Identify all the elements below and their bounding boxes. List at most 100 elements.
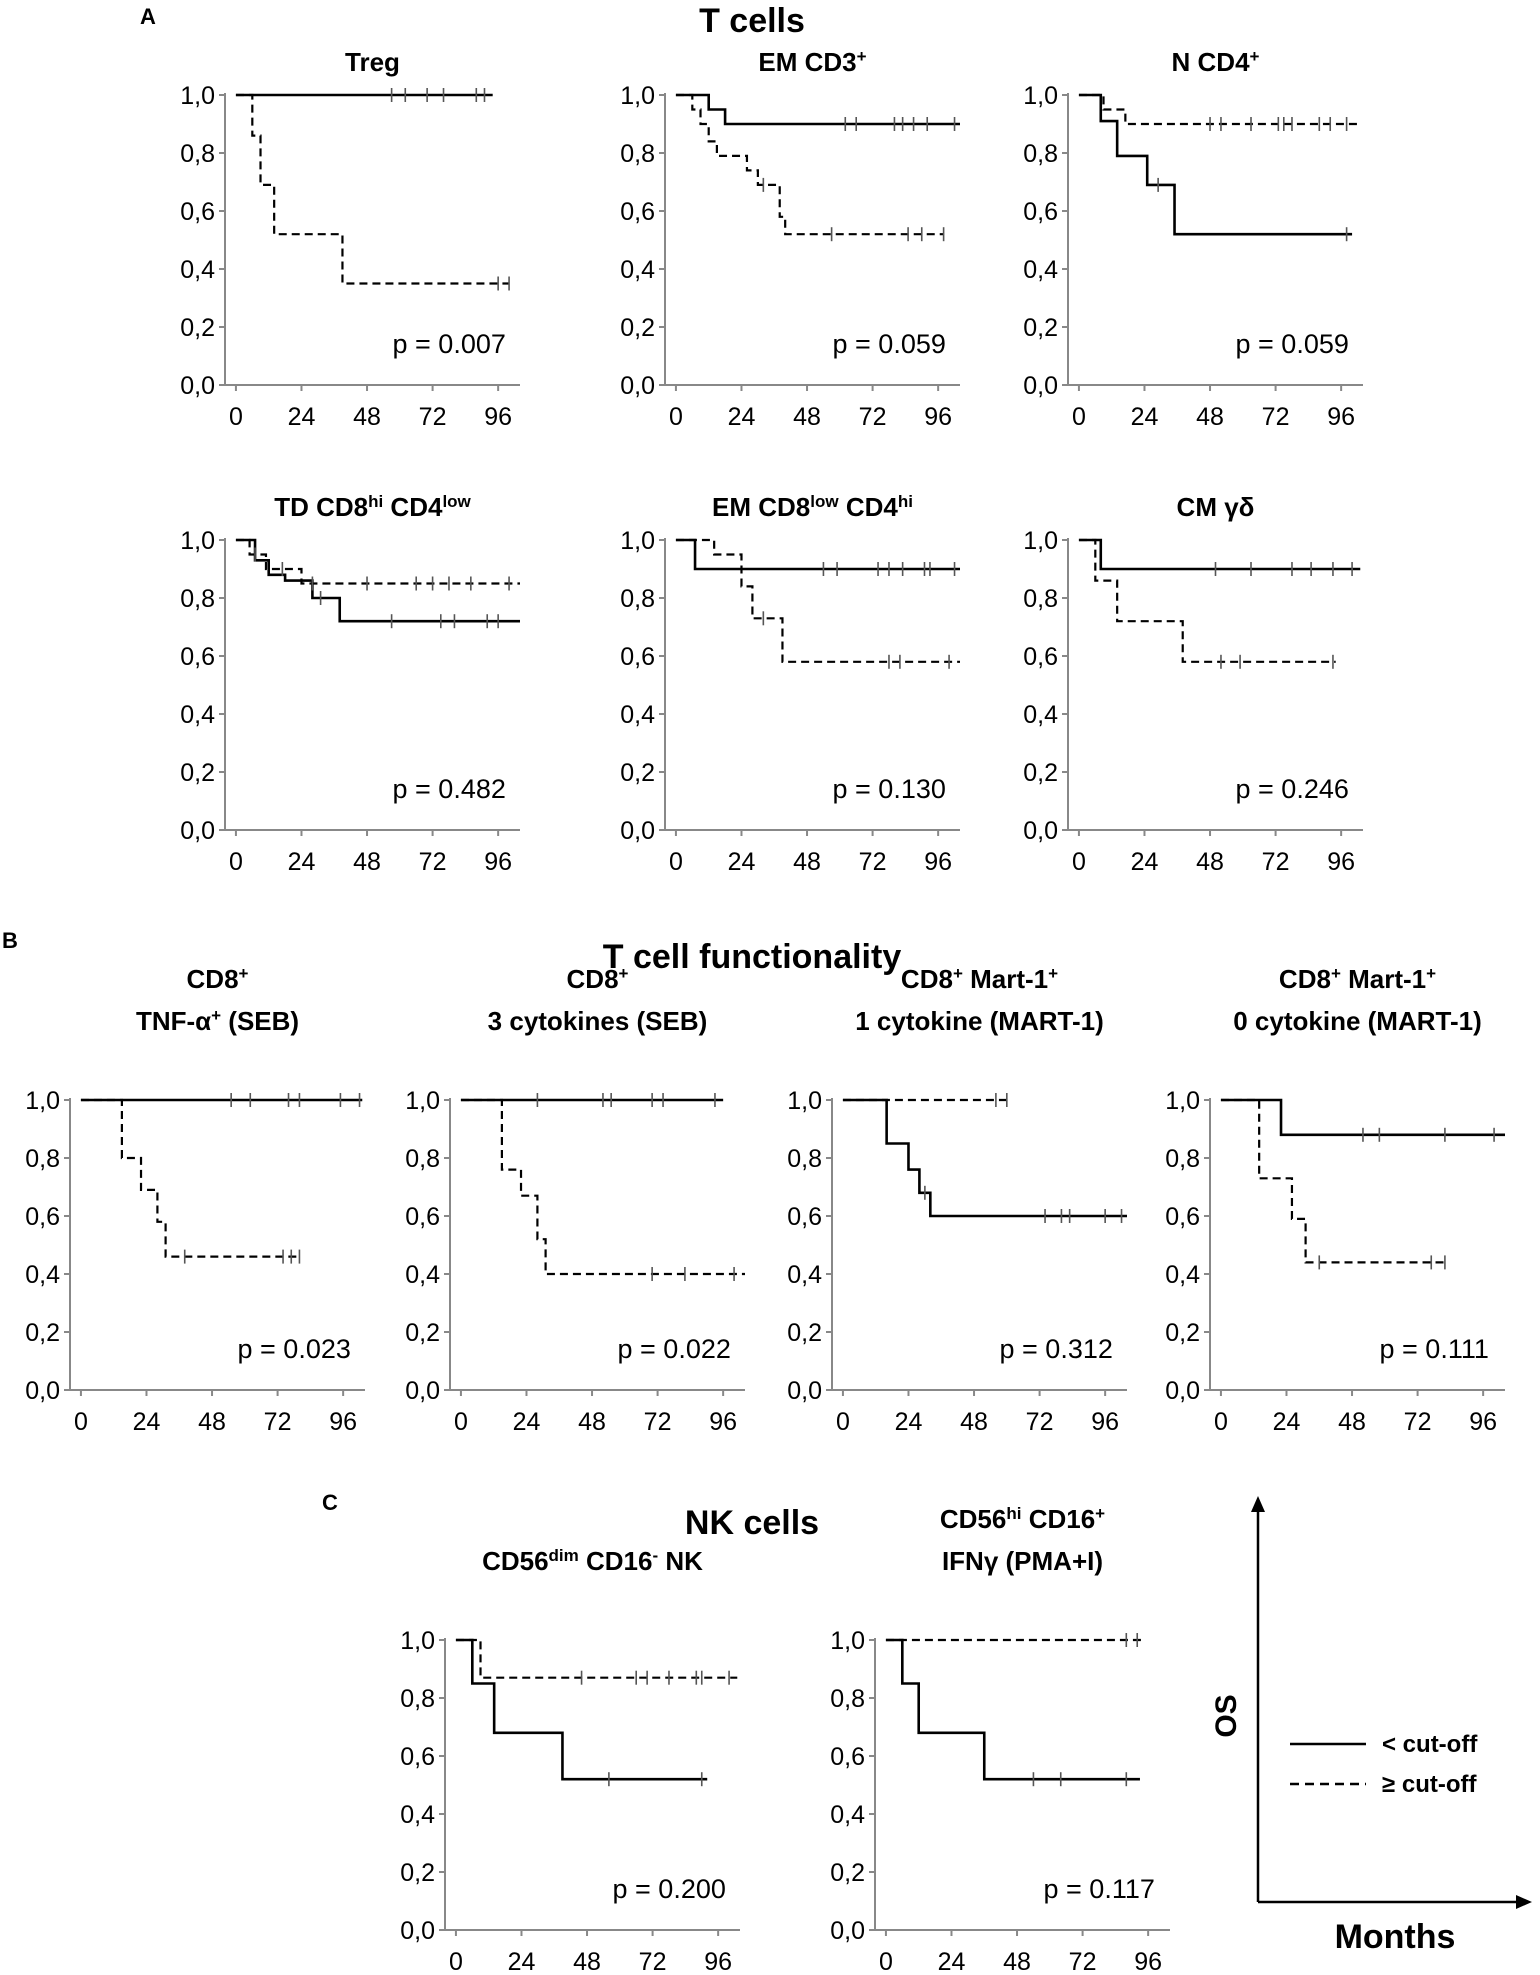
km-curve-above-cutoff: [1078, 538, 1336, 663]
x-tick-label: 0: [669, 403, 683, 431]
section-c-title: NK cells: [685, 1504, 819, 1542]
km-curve-above-cutoff: [235, 93, 510, 285]
km-panel: 0,0 0,2 0,4 0,6 0,8 1,0 0 24 48 72 96 CD8+ Mart-1+ 1…: [787, 964, 1127, 1436]
x-tick-label: 24: [1273, 1408, 1301, 1436]
y-tick-label: 0,4: [180, 701, 215, 729]
y-tick-label: 0,8: [405, 1145, 440, 1173]
x-tick-label: 48: [573, 1948, 601, 1975]
x-tick-label: 0: [879, 1948, 893, 1975]
p-value-label: p = 0.111: [1380, 1334, 1489, 1364]
y-tick-label: 0,2: [405, 1319, 440, 1347]
y-tick-label: 0,4: [1023, 256, 1058, 284]
y-tick-label: 0,4: [180, 256, 215, 284]
x-tick-label: 96: [924, 848, 952, 876]
x-tick-label: 96: [484, 403, 512, 431]
y-tick-label: 0,4: [620, 701, 655, 729]
x-tick-label: 0: [836, 1408, 850, 1436]
y-tick-label: 0,4: [1165, 1261, 1200, 1289]
legend-solid-label: < cut-off: [1382, 1731, 1478, 1758]
panel-title: CM γδ: [1177, 492, 1255, 522]
y-tick-label: 0,0: [25, 1377, 60, 1405]
p-value-label: p = 0.130: [833, 774, 946, 804]
p-value-label: p = 0.023: [238, 1334, 351, 1364]
y-tick-label: 0,4: [830, 1801, 865, 1829]
y-tick-label: 0,6: [620, 643, 655, 671]
section-b-title: T cell functionality: [603, 938, 902, 976]
x-tick-label: 48: [353, 848, 381, 876]
y-tick-label: 0,0: [1023, 817, 1058, 845]
y-tick-label: 0,8: [1023, 140, 1058, 168]
x-tick-label: 48: [198, 1408, 226, 1436]
x-tick-label: 24: [1131, 848, 1159, 876]
y-tick-label: 1,0: [180, 82, 215, 110]
x-tick-label: 0: [74, 1408, 88, 1436]
x-tick-label: 96: [484, 848, 512, 876]
p-value-label: p = 0.200: [613, 1874, 726, 1904]
x-tick-label: 96: [709, 1408, 737, 1436]
y-tick-label: 0,6: [180, 643, 215, 671]
x-tick-label: 0: [669, 848, 683, 876]
km-panel: 0,0 0,2 0,4 0,6 0,8 1,0 0 24 48 72 96 CD56dim CD16-…: [400, 1546, 740, 1975]
x-tick-label: 24: [895, 1408, 923, 1436]
y-tick-label: 0,0: [405, 1377, 440, 1405]
x-tick-label: 24: [508, 1948, 536, 1975]
legend-x-label: Months: [1335, 1918, 1456, 1956]
km-panel: 0,0 0,2 0,4 0,6 0,8 1,0 0 24 48 72 96 CD8+ TNF-α+ (S…: [25, 964, 365, 1436]
y-tick-label: 0,2: [1023, 314, 1058, 342]
y-tick-label: 0,6: [830, 1743, 865, 1771]
km-panel: 0,0 0,2 0,4 0,6 0,8 1,0 0 24 48 72 96 Treg p = 0.007: [180, 47, 520, 431]
y-tick-label: 0,4: [1023, 701, 1058, 729]
y-tick-label: 0,4: [405, 1261, 440, 1289]
km-panel: 0,0 0,2 0,4 0,6 0,8 1,0 0 24 48 72 96 TD CD8hi CD4l…: [180, 492, 520, 876]
panel-title: CD8+ Mart-1+: [1279, 964, 1436, 995]
y-tick-label: 0,2: [1023, 759, 1058, 787]
x-tick-label: 24: [133, 1408, 161, 1436]
y-tick-label: 0,8: [1165, 1145, 1200, 1173]
x-tick-label: 72: [1069, 1948, 1097, 1975]
km-curve-below-cutoff: [455, 1638, 708, 1781]
y-tick-label: 0,2: [620, 314, 655, 342]
y-tick-label: 0,2: [1165, 1319, 1200, 1347]
y-tick-label: 0,4: [400, 1801, 435, 1829]
y-tick-label: 1,0: [1023, 82, 1058, 110]
p-value-label: p = 0.022: [618, 1334, 731, 1364]
km-panel: 0,0 0,2 0,4 0,6 0,8 1,0 0 24 48 72 96 EM CD3+ p = 0.…: [620, 47, 960, 431]
x-tick-label: 48: [960, 1408, 988, 1436]
x-tick-label: 24: [288, 403, 316, 431]
y-tick-label: 0,8: [620, 585, 655, 613]
x-tick-label: 48: [353, 403, 381, 431]
km-panels: 0,0 0,2 0,4 0,6 0,8 1,0 0 24 48 72 96 Treg p = 0.007…: [25, 47, 1505, 1975]
km-panel: 0,0 0,2 0,4 0,6 0,8 1,0 0 24 48 72 96 CM γδ p = 0.24…: [1023, 492, 1363, 876]
panel-title: CD56dim CD16- NK: [482, 1546, 703, 1577]
x-tick-label: 96: [1327, 403, 1355, 431]
km-panel: 0,0 0,2 0,4 0,6 0,8 1,0 0 24 48 72 96 CD56hi CD16+ I…: [830, 1504, 1170, 1975]
y-tick-label: 0,0: [180, 372, 215, 400]
x-tick-label: 72: [419, 848, 447, 876]
km-curve-above-cutoff: [1220, 1098, 1445, 1264]
y-tick-label: 0,2: [25, 1319, 60, 1347]
x-tick-label: 0: [1072, 403, 1086, 431]
panel-title: CD8+ Mart-1+: [901, 964, 1058, 995]
panel-title: Treg: [345, 47, 400, 77]
y-tick-label: 0,0: [620, 372, 655, 400]
km-curve-below-cutoff: [675, 538, 960, 571]
y-tick-label: 1,0: [405, 1087, 440, 1115]
panel-title: TNF-α+ (SEB): [136, 1006, 299, 1037]
p-value-label: p = 0.246: [1236, 774, 1349, 804]
x-tick-label: 0: [229, 848, 243, 876]
x-tick-label: 48: [1338, 1408, 1366, 1436]
legend: OS Months < cut-off ≥ cut-off: [1210, 1496, 1532, 1956]
y-tick-label: 0,8: [400, 1685, 435, 1713]
panel-title: CD56hi CD16+: [940, 1504, 1105, 1535]
p-value-label: p = 0.482: [393, 774, 506, 804]
y-tick-label: 1,0: [180, 527, 215, 555]
y-tick-label: 0,8: [787, 1145, 822, 1173]
y-tick-label: 0,8: [1023, 585, 1058, 613]
section-c-letter: C: [322, 1490, 338, 1515]
km-curve-above-cutoff: [675, 538, 960, 663]
y-tick-label: 0,8: [620, 140, 655, 168]
x-tick-label: 72: [1262, 403, 1290, 431]
y-tick-label: 1,0: [830, 1627, 865, 1655]
x-tick-label: 48: [1003, 1948, 1031, 1975]
panel-title: TD CD8hi CD4low: [274, 492, 471, 523]
